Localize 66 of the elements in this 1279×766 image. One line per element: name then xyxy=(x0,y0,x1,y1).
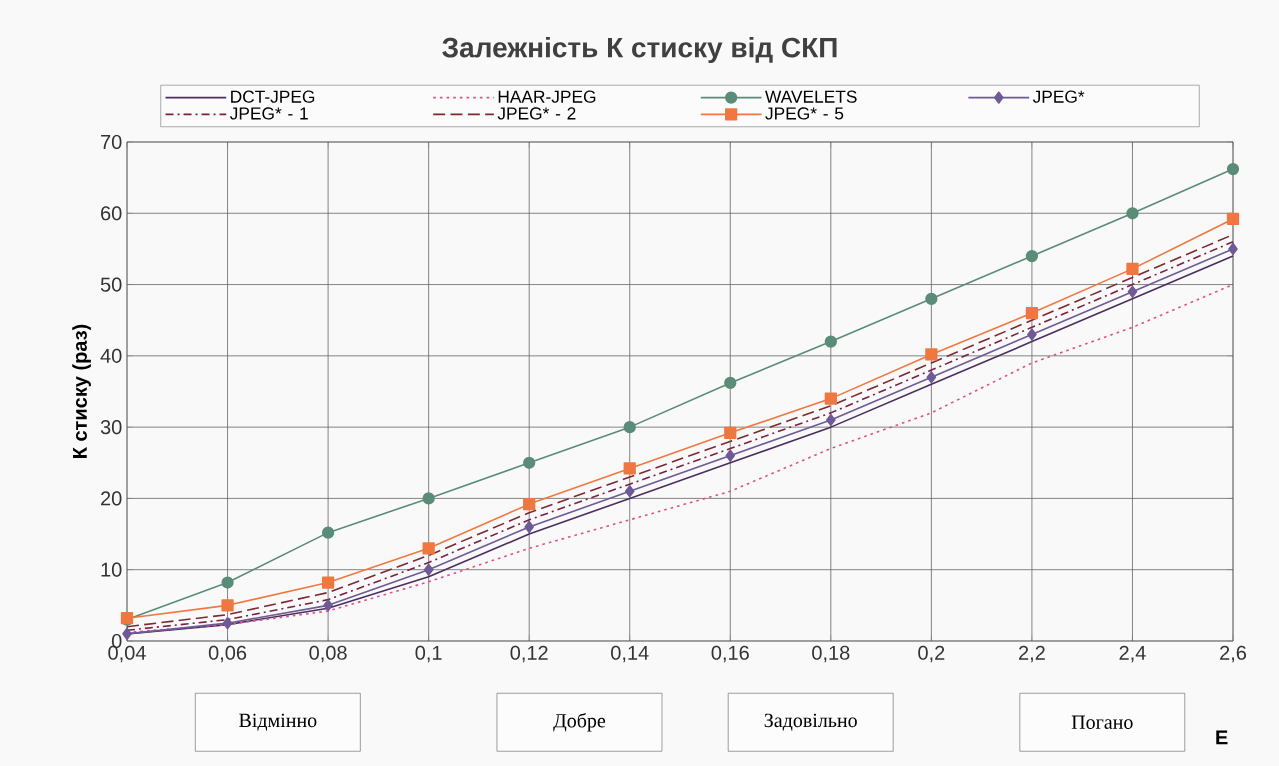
point xyxy=(523,456,536,469)
point xyxy=(423,563,434,576)
y-axis-title: К стиску (раз) xyxy=(72,324,91,458)
x-tick-label: 0,12 xyxy=(510,645,548,663)
point xyxy=(221,576,234,589)
x-tick-label: 2,4 xyxy=(1119,645,1146,663)
point xyxy=(826,413,836,427)
x-tick-label: 0,16 xyxy=(711,645,749,663)
legend-label: JPEG* - 2 xyxy=(497,107,576,120)
point xyxy=(724,376,737,390)
point xyxy=(1226,212,1240,226)
x-tick-label: 0,08 xyxy=(309,645,347,663)
x-axis-title: E xyxy=(1216,730,1228,745)
point xyxy=(824,335,837,348)
point xyxy=(1226,162,1240,176)
y-tick-label: 10 xyxy=(101,562,122,577)
point xyxy=(623,462,636,475)
y-tick-label: 30 xyxy=(100,420,122,435)
point xyxy=(321,576,335,589)
point xyxy=(321,526,335,539)
legend-label: JPEG* - 5 xyxy=(765,107,844,120)
point xyxy=(222,617,233,630)
point xyxy=(422,492,435,505)
y-tick-label: 40 xyxy=(100,348,122,363)
x-tick-label: 0,18 xyxy=(812,645,850,663)
legend-label: JPEG* xyxy=(1032,90,1085,103)
point xyxy=(1027,328,1037,341)
point xyxy=(925,292,938,305)
x-tick-label: 0,1 xyxy=(415,645,442,663)
point xyxy=(122,627,132,640)
point xyxy=(422,542,435,555)
point xyxy=(1126,207,1139,220)
legend-label: DCT-JPEG xyxy=(231,90,315,103)
legend-label: WAVELETS xyxy=(765,90,857,103)
y-tick-label: 60 xyxy=(101,206,122,221)
x-tick-label: 0,2 xyxy=(918,645,945,663)
text: Задовільно xyxy=(764,713,857,731)
text: Відмінно xyxy=(239,713,317,731)
point xyxy=(323,599,333,612)
point xyxy=(524,520,534,534)
point xyxy=(624,485,635,498)
point xyxy=(221,599,234,612)
y-tick-label: 50 xyxy=(100,277,122,292)
x-tick-label: 0,06 xyxy=(208,645,247,663)
chart-title: Залежність К стиску від СКП xyxy=(442,36,837,64)
point xyxy=(724,426,737,439)
point xyxy=(623,420,636,434)
y-tick-label: 20 xyxy=(101,491,122,506)
point xyxy=(1228,242,1238,256)
point xyxy=(925,348,938,361)
text: Добре xyxy=(553,712,606,732)
legend-label: HAAR-JPEG xyxy=(498,90,596,103)
legend-label: JPEG* - 1 xyxy=(229,107,308,120)
text: Погано xyxy=(1071,715,1133,729)
point xyxy=(1025,249,1039,263)
point xyxy=(1127,285,1138,298)
point xyxy=(725,449,736,462)
point xyxy=(1025,306,1039,320)
point xyxy=(926,371,937,384)
point xyxy=(1126,262,1139,276)
x-tick-label: 2,6 xyxy=(1220,645,1247,663)
x-tick-label: 2,2 xyxy=(1019,645,1045,663)
y-tick-label: 70 xyxy=(101,134,122,150)
point xyxy=(824,392,837,405)
point xyxy=(523,497,536,511)
x-tick-label: 0,14 xyxy=(611,645,649,663)
